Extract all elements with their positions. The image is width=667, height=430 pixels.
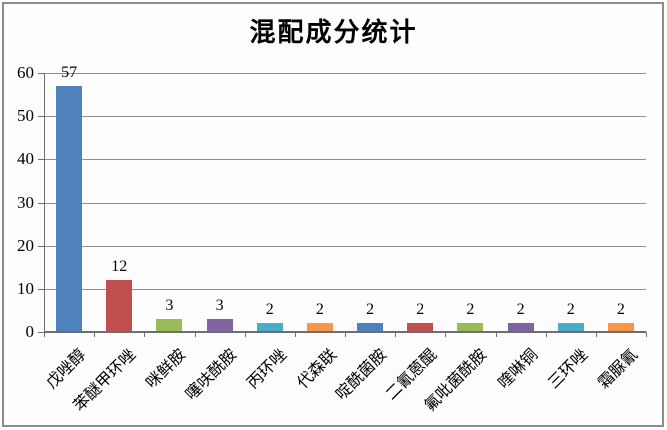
- bar-value-label: 2: [566, 301, 575, 319]
- bar: [357, 323, 384, 331]
- y-tick-label: 60: [17, 63, 34, 82]
- x-axis-tick: [545, 332, 547, 337]
- y-tick-label: 0: [25, 322, 35, 341]
- bar-value-label: 2: [466, 301, 475, 319]
- bar-value-label: 3: [165, 297, 174, 315]
- bar: [206, 319, 233, 331]
- x-axis-tick: [194, 332, 196, 337]
- bar: [156, 319, 183, 331]
- bar-value-label: 2: [416, 301, 425, 319]
- y-tick-label: 50: [17, 106, 34, 126]
- bar: [306, 323, 333, 331]
- x-axis-tick: [244, 332, 246, 337]
- x-axis-tick: [646, 332, 647, 337]
- x-axis-tick: [94, 332, 96, 337]
- bar: [457, 323, 484, 331]
- bar: [106, 280, 133, 331]
- y-axis-tick: [38, 159, 44, 161]
- bar-value-label: 2: [265, 301, 274, 319]
- bar-value-label: 12: [111, 258, 128, 276]
- y-tick-label: 20: [17, 235, 34, 255]
- bar-value-label: 2: [366, 301, 375, 319]
- x-axis-tick: [294, 332, 296, 337]
- x-axis-tick: [144, 332, 146, 337]
- bar-value-label: 2: [516, 301, 525, 319]
- x-axis-tick: [395, 332, 397, 337]
- y-axis-tick: [38, 73, 44, 74]
- bar: [56, 85, 83, 331]
- x-axis-tick: [495, 332, 497, 337]
- y-axis-tick: [38, 332, 44, 333]
- gridline: [44, 73, 646, 74]
- bar-value-label: 2: [315, 301, 324, 319]
- bar-value-label: 57: [61, 63, 78, 81]
- y-axis-tick: [38, 116, 44, 118]
- gridline: [44, 202, 646, 204]
- bar: [256, 323, 283, 331]
- y-axis: [44, 73, 45, 332]
- gridline: [44, 116, 646, 118]
- y-axis-tick: [38, 288, 44, 290]
- x-axis-tick: [445, 332, 447, 337]
- bar: [557, 323, 584, 331]
- chart-title: 混配成分统计: [249, 18, 418, 47]
- x-axis-tick: [44, 332, 45, 337]
- bar-value-label: 3: [215, 297, 224, 315]
- y-axis-tick: [38, 202, 44, 204]
- y-axis-tick: [38, 245, 44, 247]
- bar: [407, 323, 434, 331]
- gridline: [44, 245, 646, 247]
- y-tick-label: 30: [17, 192, 34, 212]
- gridline: [44, 288, 646, 290]
- bar-value-label: 2: [616, 301, 625, 319]
- y-tick-label: 10: [17, 278, 34, 298]
- x-axis-tick: [595, 332, 597, 337]
- gridline: [44, 159, 646, 161]
- x-axis-tick: [345, 332, 346, 337]
- bar: [607, 323, 634, 331]
- bar: [507, 323, 534, 331]
- y-tick-label: 40: [17, 149, 34, 169]
